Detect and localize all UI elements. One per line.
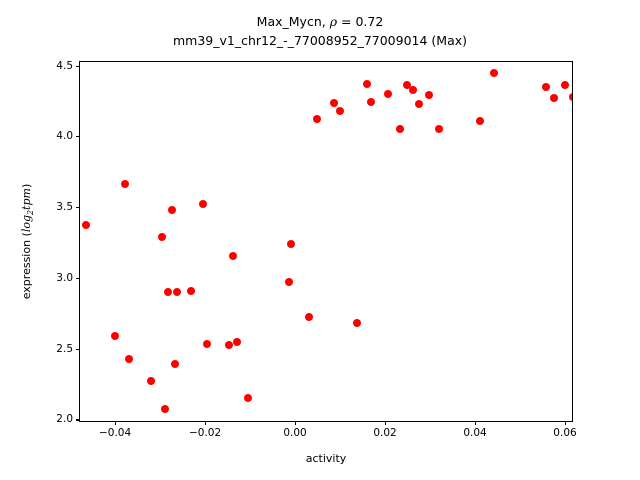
scatter-point bbox=[542, 83, 551, 92]
y-tick-label: 3.5 bbox=[56, 201, 73, 214]
scatter-point bbox=[81, 220, 90, 229]
x-tick-mark bbox=[115, 421, 117, 425]
scatter-point bbox=[202, 340, 211, 349]
tpm-text: tpm bbox=[20, 188, 33, 210]
y-tick-label: 4.0 bbox=[56, 130, 73, 143]
scatter-point bbox=[157, 232, 166, 241]
y-tick-label: 2.5 bbox=[56, 342, 73, 355]
scatter-point bbox=[395, 125, 404, 134]
y-tick-mark bbox=[76, 65, 80, 67]
scatter-point bbox=[435, 125, 444, 134]
scatter-point bbox=[199, 200, 208, 209]
y-axis-label: expression (log2tpm) bbox=[18, 61, 36, 422]
x-tick-mark bbox=[205, 421, 207, 425]
scatter-point bbox=[305, 312, 313, 321]
y-tick-mark bbox=[76, 207, 80, 209]
scatter-point bbox=[186, 286, 195, 295]
x-tick-mark bbox=[565, 421, 567, 425]
scatter-point bbox=[561, 80, 570, 89]
scatter-point bbox=[353, 319, 362, 328]
scatter-point bbox=[550, 94, 559, 103]
scatter-point bbox=[384, 89, 393, 98]
chart-title-prefix: Max_Mycn, bbox=[256, 14, 330, 29]
y-axis-label-math: log2tpm bbox=[20, 188, 36, 233]
y-tick-mark bbox=[76, 136, 80, 138]
scatter-point bbox=[403, 80, 412, 89]
x-tick-mark bbox=[295, 421, 297, 425]
x-tick-label: 0.06 bbox=[553, 427, 577, 439]
y-tick-label: 3.0 bbox=[56, 271, 73, 284]
scatter-point bbox=[225, 341, 234, 350]
y-tick-mark bbox=[76, 277, 80, 279]
x-axis-label: activity bbox=[305, 452, 347, 465]
scatter-point bbox=[285, 278, 294, 287]
y-tick-label: 4.5 bbox=[56, 59, 73, 72]
scatter-point bbox=[336, 106, 345, 115]
x-tick-label: 0.02 bbox=[373, 427, 397, 439]
scatter-point bbox=[170, 359, 179, 368]
scatter-point bbox=[408, 85, 417, 94]
x-tick-label: 0.04 bbox=[463, 427, 487, 439]
x-tick-label: −0.02 bbox=[188, 427, 222, 439]
chart-title-line-1: Max_Mycn, ρ = 0.72 bbox=[0, 12, 640, 31]
scatter-point bbox=[146, 376, 155, 385]
y-axis-label-suffix: ) bbox=[20, 183, 33, 189]
log-subscript: 2 bbox=[26, 209, 36, 215]
scatter-point bbox=[330, 99, 339, 108]
scatter-point bbox=[568, 93, 572, 102]
scatter-point bbox=[120, 179, 129, 188]
scatter-point bbox=[312, 115, 321, 124]
scatter-point bbox=[111, 331, 120, 340]
scatter-point bbox=[228, 251, 237, 260]
chart-title-rho-value: = 0.72 bbox=[337, 14, 384, 29]
scatter-point bbox=[425, 91, 434, 100]
y-tick-mark bbox=[76, 348, 80, 350]
scatter-point bbox=[164, 288, 173, 297]
scatter-point bbox=[167, 205, 176, 214]
log-base-text: log bbox=[20, 214, 33, 233]
rho-symbol: ρ bbox=[329, 14, 338, 29]
scatter-point bbox=[367, 97, 376, 106]
chart-subtitle: mm39_v1_chr12_-_77008952_77009014 (Max) bbox=[172, 33, 468, 48]
scatter-plot-area bbox=[80, 62, 572, 421]
scatter-point bbox=[244, 393, 253, 402]
scatter-point bbox=[415, 100, 424, 109]
scatter-point bbox=[363, 79, 372, 88]
y-tick-label: 2.0 bbox=[56, 413, 73, 426]
scatter-point bbox=[173, 288, 182, 297]
plot-axes: 2.0 2.5 3.0 3.5 4.0 4.5 −0.04 −0.02 0.00 0.02 0.0… bbox=[56, 60, 576, 439]
x-tick-mark bbox=[385, 421, 387, 425]
scatter-point bbox=[287, 239, 295, 248]
chart-title: Max_Mycn, ρ = 0.72 mm39_v1_chr12_-_77008… bbox=[0, 12, 640, 50]
x-tick-label: −0.04 bbox=[98, 427, 132, 439]
scatter-point bbox=[233, 338, 242, 347]
scatter-point bbox=[489, 68, 498, 77]
x-tick-mark bbox=[475, 421, 477, 425]
x-tick-label: 0.00 bbox=[283, 427, 307, 439]
y-tick-mark bbox=[76, 419, 80, 421]
scatter-point bbox=[161, 404, 170, 413]
y-axis-label-prefix: expression ( bbox=[20, 232, 33, 300]
scatter-point bbox=[125, 355, 134, 364]
scatter-point bbox=[475, 116, 484, 125]
